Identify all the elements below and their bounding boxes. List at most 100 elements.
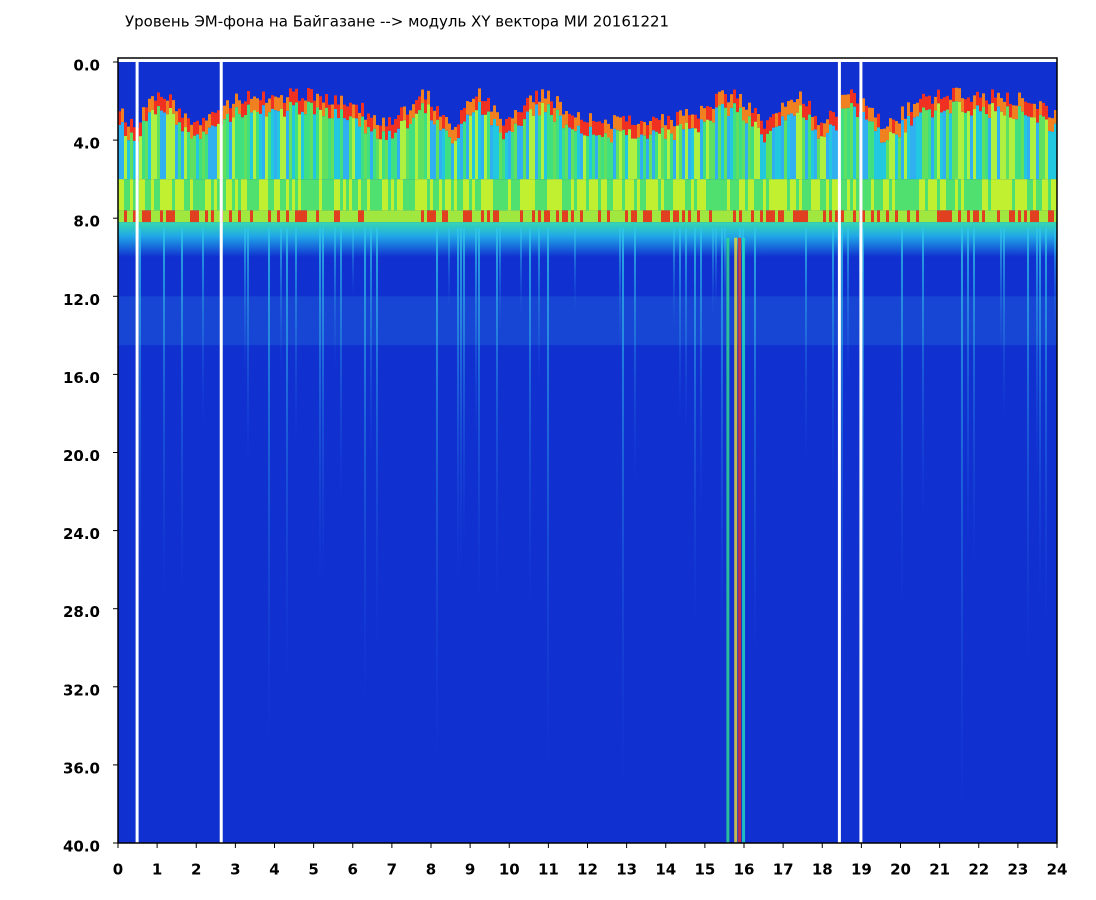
cell xyxy=(154,179,157,211)
cell xyxy=(559,179,562,211)
cell xyxy=(148,179,151,211)
cell xyxy=(172,222,175,258)
cell xyxy=(1000,227,1002,360)
cell xyxy=(916,116,919,180)
cell xyxy=(400,120,403,180)
cell xyxy=(700,179,703,211)
cell xyxy=(1036,122,1039,180)
cell xyxy=(1003,227,1005,427)
cell xyxy=(388,210,391,223)
cell xyxy=(481,179,484,211)
cell xyxy=(907,102,910,116)
cell xyxy=(712,179,715,211)
cell xyxy=(1054,123,1057,180)
cell xyxy=(754,179,757,211)
cell xyxy=(1027,227,1029,675)
cell xyxy=(1012,222,1015,258)
cell xyxy=(409,179,412,211)
cell xyxy=(460,179,463,211)
cell xyxy=(1003,179,1006,211)
cell xyxy=(721,179,724,211)
cell xyxy=(970,210,973,223)
cell xyxy=(829,210,832,223)
cell xyxy=(379,139,382,180)
cell xyxy=(631,179,634,211)
cell xyxy=(742,106,745,121)
cell xyxy=(262,222,265,258)
cell xyxy=(280,210,283,223)
cell xyxy=(727,210,730,223)
cell xyxy=(841,108,844,180)
cell xyxy=(970,179,973,211)
cell xyxy=(160,110,163,180)
cell xyxy=(265,102,268,117)
cell xyxy=(337,210,340,223)
cell xyxy=(328,104,331,119)
cell xyxy=(574,210,577,223)
cell xyxy=(862,111,865,180)
cell xyxy=(394,222,397,258)
cell xyxy=(205,179,208,211)
cell xyxy=(895,222,898,258)
cell xyxy=(529,109,532,180)
cell xyxy=(274,110,277,180)
cell xyxy=(316,179,319,211)
cell xyxy=(175,179,178,211)
cell xyxy=(958,210,961,223)
cell xyxy=(619,179,622,211)
cell xyxy=(439,222,442,258)
cell xyxy=(337,118,340,180)
cell xyxy=(757,127,760,180)
cell xyxy=(172,210,175,223)
cell xyxy=(586,222,589,258)
cell xyxy=(970,115,973,180)
cell xyxy=(118,222,121,258)
cell xyxy=(910,222,913,258)
cell xyxy=(412,104,415,118)
cell xyxy=(664,125,667,139)
cell xyxy=(700,119,703,180)
cell xyxy=(637,123,640,138)
cell xyxy=(940,210,943,223)
cell xyxy=(304,114,307,180)
cell xyxy=(469,179,472,211)
cell xyxy=(613,179,616,211)
cell xyxy=(541,102,544,180)
x-tick-label: 6 xyxy=(348,861,358,879)
cell xyxy=(823,123,826,137)
cell xyxy=(718,105,721,180)
cell xyxy=(694,210,697,223)
cell xyxy=(913,104,916,118)
cell xyxy=(145,210,148,223)
cell xyxy=(544,222,547,258)
cell xyxy=(160,96,163,111)
cell xyxy=(346,106,349,121)
cell xyxy=(1006,92,1009,107)
cell xyxy=(631,124,634,139)
cell xyxy=(526,222,529,258)
cell xyxy=(292,105,295,180)
cell xyxy=(952,222,955,258)
cell xyxy=(661,114,664,128)
cell xyxy=(172,179,175,211)
cell xyxy=(166,179,169,211)
cell xyxy=(550,210,553,223)
cell xyxy=(127,222,130,258)
cell xyxy=(148,222,151,258)
cell xyxy=(409,210,412,223)
cell xyxy=(658,210,661,223)
cell xyxy=(334,95,337,110)
cell xyxy=(613,115,616,129)
cell xyxy=(943,179,946,211)
cell xyxy=(943,222,946,258)
cell xyxy=(268,112,271,180)
cell xyxy=(547,210,550,223)
cell xyxy=(688,210,691,223)
cell xyxy=(676,179,679,211)
cell xyxy=(241,103,244,118)
cell xyxy=(946,109,949,180)
cell xyxy=(844,210,847,223)
cell xyxy=(772,179,775,211)
cell xyxy=(217,210,220,223)
cell xyxy=(490,222,493,258)
